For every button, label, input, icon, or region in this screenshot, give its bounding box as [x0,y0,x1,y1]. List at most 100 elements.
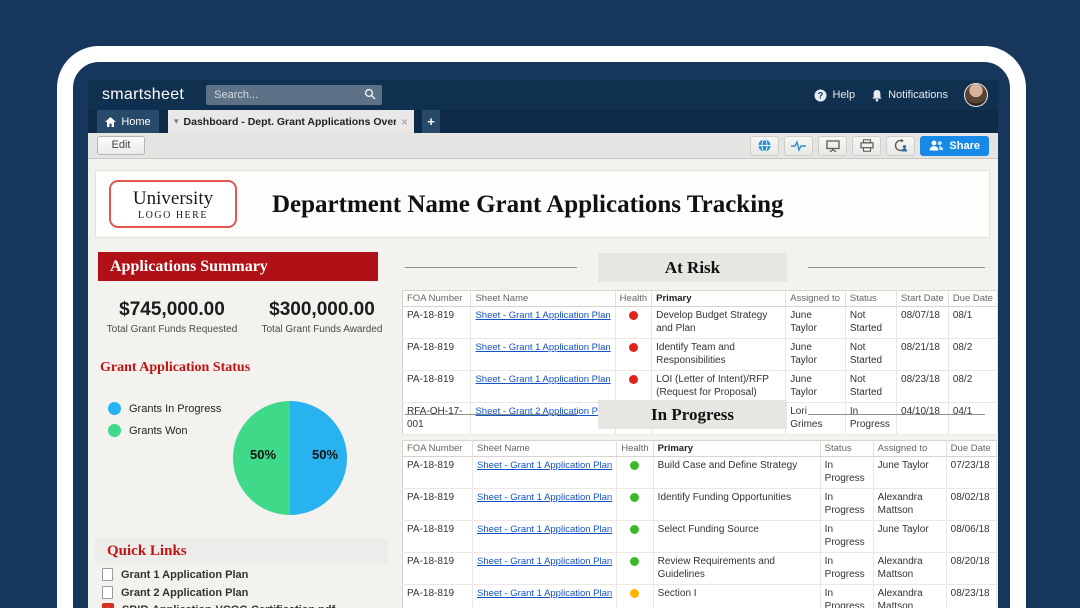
bell-icon [871,89,883,102]
refresh-button[interactable] [886,136,915,156]
presentation-icon [826,140,840,152]
dashboard-canvas: University LOGO HERE Department Name Gra… [88,159,998,608]
user-avatar[interactable] [964,83,988,107]
publish-button[interactable] [750,136,779,156]
page-title: Department Name Grant Applications Track… [272,171,784,239]
quick-link-sbir-pdf[interactable]: SBIR-Application-VCOC-Certification.pdf [102,603,335,608]
sheet-link[interactable]: Sheet - Grant 1 Application Plan [475,310,610,321]
divider-line [405,267,577,268]
legend-dot-blue [108,402,121,415]
health-indicator-green [630,461,639,470]
health-indicator-red [629,343,638,352]
divider-line [808,414,985,415]
svg-text:?: ? [818,90,824,100]
column-header: Start Date [897,291,949,307]
new-tab-button[interactable]: + [422,110,440,133]
column-header: FOA Number [403,441,473,457]
chart-legend: Grants In Progress Grants Won [108,402,221,437]
sheet-link[interactable]: Sheet - Grant 1 Application Plan [475,374,610,385]
legend-item-in-progress: Grants In Progress [108,402,221,415]
top-header: smartsheet ? Help Notifications [88,80,998,110]
tab-dashboard-overview[interactable]: ▾ Dashboard - Dept. Grant Applications O… [168,110,414,133]
printer-icon [860,139,874,152]
activity-button[interactable] [784,136,813,156]
document-icon [102,568,113,581]
table-row: PA-18-819Sheet - Grant 1 Application Pla… [403,521,997,553]
applications-summary-heading: Applications Summary [98,252,378,281]
sheet-link[interactable]: Sheet - Grant 1 Application Plan [475,342,610,353]
sheet-link[interactable]: Sheet - Grant 1 Application Plan [477,556,612,567]
pdf-icon [102,603,114,608]
university-logo: University LOGO HERE [109,180,237,228]
column-header: Health [615,291,651,307]
share-button[interactable]: Share [920,136,989,156]
health-indicator-green [630,557,639,566]
print-button[interactable] [852,136,881,156]
column-header: Sheet Name [473,441,617,457]
share-people-icon [929,140,944,151]
column-header: Due Date [948,291,997,307]
table-header-row: FOA NumberSheet NameHealthPrimaryStatusA… [403,441,997,457]
divider-line [808,267,985,268]
tab-title: Dashboard - Dept. Grant Applications Ove… [184,116,396,128]
table-row: PA-18-819Sheet - Grant 1 Application Pla… [403,553,997,585]
app-window: smartsheet ? Help Notifications [88,80,998,608]
table-row: PA-18-819Sheet - Grant 1 Application Pla… [403,339,998,371]
globe-icon [758,139,771,152]
in-progress-table: FOA NumberSheet NameHealthPrimaryStatusA… [402,440,997,608]
metric-funds-requested: $745,000.00 Total Grant Funds Requested [98,299,246,335]
table-row: PA-18-819Sheet - Grant 1 Application Pla… [403,489,997,521]
quick-link-grant1[interactable]: Grant 1 Application Plan [102,568,248,581]
pie-slice-label-won: 50% [240,447,286,462]
table-row: PA-18-819Sheet - Grant 1 Application Pla… [403,457,997,489]
column-header: Health [617,441,653,457]
health-indicator-red [629,375,638,384]
health-indicator-red [629,311,638,320]
metric-funds-awarded: $300,000.00 Total Grant Funds Awarded [248,299,396,335]
table-row: PA-18-819Sheet - Grant 1 Application Pla… [403,371,998,403]
tab-home[interactable]: Home [97,110,159,133]
table-header-row: FOA NumberSheet NameHealthPrimaryAssigne… [403,291,998,307]
help-button[interactable]: ? Help [814,89,855,102]
column-header: Status [845,291,896,307]
health-indicator-green [630,525,639,534]
sheet-link[interactable]: Sheet - Grant 2 Application Plan [475,406,610,417]
sheet-link[interactable]: Sheet - Grant 1 Application Plan [477,492,612,503]
column-header: Primary [652,291,786,307]
pie-slice-label-in-progress: 50% [302,447,348,462]
search-input[interactable] [206,85,382,105]
help-icon: ? [814,89,827,102]
presentation-button[interactable] [818,136,847,156]
document-icon [102,586,113,599]
column-header: Status [820,441,873,457]
column-header: Sheet Name [471,291,615,307]
toolbar: Edit [88,133,998,159]
health-indicator-green [630,493,639,502]
sheet-link[interactable]: Sheet - Grant 1 Application Plan [477,588,612,599]
column-header: FOA Number [403,291,471,307]
legend-dot-green [108,424,121,437]
quick-link-grant2[interactable]: Grant 2 Application Plan [102,586,248,599]
quick-links-heading: Quick Links [95,538,388,565]
status-chart-heading: Grant Application Status [100,360,250,376]
table-row: PA-18-819Sheet - Grant 1 Application Pla… [403,585,997,608]
home-icon [105,117,116,127]
divider-line [405,414,577,415]
column-header: Primary [653,441,820,457]
sheet-link[interactable]: Sheet - Grant 1 Application Plan [477,524,612,535]
column-header: Assigned to [873,441,946,457]
in-progress-title: In Progress [598,400,787,429]
legend-item-won: Grants Won [108,424,221,437]
refresh-user-icon [894,139,908,152]
notifications-button[interactable]: Notifications [871,89,948,102]
search-icon[interactable] [364,88,376,100]
chevron-down-icon[interactable]: ▾ [174,116,179,127]
at-risk-title: At Risk [598,253,787,282]
smartsheet-logo: smartsheet [102,86,184,104]
close-icon[interactable]: × [401,116,408,128]
column-header: Assigned to [786,291,846,307]
title-panel: University LOGO HERE Department Name Gra… [95,170,990,238]
tab-bar: Home ▾ Dashboard - Dept. Grant Applicati… [88,110,998,133]
sheet-link[interactable]: Sheet - Grant 1 Application Plan [477,460,612,471]
edit-button[interactable]: Edit [97,136,145,155]
